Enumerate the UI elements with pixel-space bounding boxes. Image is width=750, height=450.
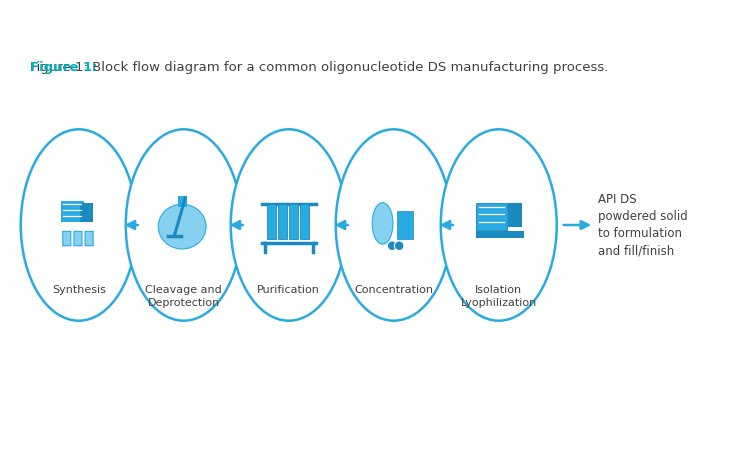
Ellipse shape [441,129,556,321]
Ellipse shape [231,129,346,321]
FancyBboxPatch shape [476,202,507,230]
FancyBboxPatch shape [62,201,83,222]
Ellipse shape [21,129,136,321]
Text: Concentration: Concentration [354,285,434,295]
Text: Figure 1: Block flow diagram for a common oligonucleotide DS manufacturing proce: Figure 1: Block flow diagram for a commo… [30,61,608,74]
FancyBboxPatch shape [289,204,298,239]
Text: API DS
powdered solid
to formulation
and fill/finish: API DS powdered solid to formulation and… [598,193,688,257]
FancyBboxPatch shape [300,204,309,239]
Text: Purification: Purification [257,285,320,295]
FancyBboxPatch shape [278,204,286,239]
FancyBboxPatch shape [397,211,413,239]
Ellipse shape [372,202,393,244]
Text: Deprotection: Deprotection [148,298,220,308]
Text: Cleavage and: Cleavage and [146,285,222,295]
FancyBboxPatch shape [178,196,187,207]
Ellipse shape [394,241,404,251]
Ellipse shape [387,241,397,251]
FancyBboxPatch shape [74,231,82,246]
Ellipse shape [126,129,242,321]
FancyBboxPatch shape [63,231,70,246]
FancyBboxPatch shape [85,231,93,246]
FancyBboxPatch shape [267,204,276,239]
Text: Figure 1:: Figure 1: [30,61,98,74]
FancyBboxPatch shape [80,202,93,222]
Ellipse shape [336,129,452,321]
Text: Synthesis: Synthesis [52,285,106,295]
Text: Isolation: Isolation [476,285,522,295]
FancyBboxPatch shape [509,202,522,227]
Ellipse shape [158,204,206,249]
Text: Lyophilization: Lyophilization [460,298,537,308]
FancyBboxPatch shape [476,231,524,238]
